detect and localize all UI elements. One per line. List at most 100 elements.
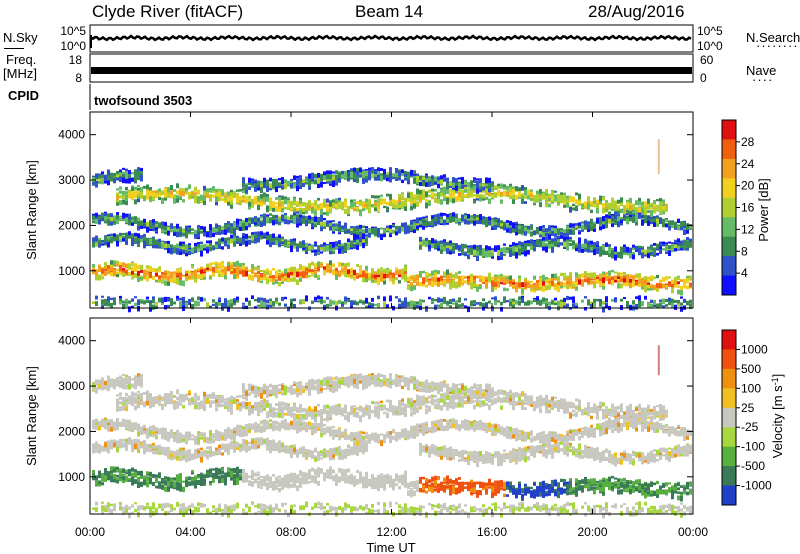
power-cell	[227, 191, 230, 196]
power-cell	[338, 227, 341, 233]
power-cell	[338, 200, 341, 203]
power-cell	[272, 274, 275, 279]
power-cell	[158, 188, 161, 192]
power-cell	[554, 225, 557, 230]
power-cell	[206, 193, 209, 198]
power-cell	[305, 216, 308, 220]
power-cell	[521, 295, 524, 300]
power-cell	[344, 230, 347, 233]
power-cell	[518, 275, 521, 279]
power-cell	[353, 167, 356, 173]
power-cell	[137, 217, 140, 221]
power-cell	[320, 212, 323, 218]
power-cell	[164, 188, 167, 194]
power-cell	[149, 302, 152, 309]
power-cell	[212, 232, 215, 238]
power-cell	[425, 305, 428, 312]
power-cell	[278, 184, 281, 189]
power-cell	[287, 203, 290, 210]
power-cell	[566, 240, 569, 245]
power-cell	[179, 303, 182, 309]
power-cell	[428, 239, 431, 245]
power-cell	[293, 266, 296, 270]
power-cell	[107, 241, 110, 248]
power-cell	[428, 177, 431, 180]
power-cell	[608, 271, 611, 276]
power-cell	[554, 297, 557, 301]
power-cell	[173, 275, 176, 282]
power-cell	[179, 272, 182, 277]
power-cell	[590, 221, 593, 225]
power-cell	[584, 275, 587, 279]
power-cell	[356, 208, 359, 212]
power-cell	[173, 232, 176, 235]
power-cell	[218, 297, 221, 304]
power-cell	[185, 300, 188, 303]
power-cell	[239, 218, 242, 223]
power-cell	[581, 228, 584, 232]
power-cell	[317, 261, 320, 266]
power-cell	[281, 241, 284, 245]
power-cell	[506, 247, 509, 251]
power-cell	[554, 228, 557, 233]
power-cell	[551, 273, 554, 280]
power-cell	[161, 274, 164, 277]
power-cell	[575, 199, 578, 202]
power-cell	[581, 243, 584, 248]
power-cell	[359, 174, 362, 178]
power-cell	[374, 207, 377, 212]
power-cell	[437, 298, 440, 301]
power-cell	[545, 193, 548, 198]
power-cell	[422, 194, 425, 199]
power-cell	[140, 194, 143, 199]
power-cell	[437, 221, 440, 225]
power-cell	[203, 185, 206, 191]
power-cell	[170, 223, 173, 227]
power-cell	[245, 266, 248, 269]
power-cell	[164, 270, 167, 273]
power-cell	[416, 225, 419, 230]
power-cell	[143, 299, 146, 303]
power-cell	[146, 265, 149, 269]
power-cell	[362, 206, 365, 212]
power-cell	[374, 201, 377, 206]
power-cell	[476, 188, 479, 194]
power-cell	[554, 237, 557, 241]
power-cell	[131, 273, 134, 280]
power-cell	[143, 195, 146, 200]
power-cell	[287, 200, 290, 204]
power-cell	[473, 217, 476, 222]
power-cell	[425, 274, 428, 281]
power-cell	[185, 277, 188, 282]
power-cell	[377, 168, 380, 171]
power-cell	[491, 306, 494, 312]
power-cell	[206, 231, 209, 236]
power-cell	[467, 213, 470, 219]
power-cell	[365, 198, 368, 202]
power-cell	[278, 238, 281, 243]
power-cell	[596, 248, 599, 254]
power-cell	[425, 218, 428, 221]
power-cell	[482, 183, 485, 187]
power-cell	[272, 241, 275, 245]
power-cell	[284, 206, 287, 210]
power-cell	[476, 178, 479, 181]
power-cell	[128, 175, 131, 181]
power-cell	[353, 275, 356, 281]
power-cell	[443, 271, 446, 277]
power-cell	[290, 178, 293, 182]
power-cell	[119, 170, 122, 174]
power-cell	[227, 197, 230, 202]
power-cell	[239, 238, 242, 242]
power-cell	[434, 242, 437, 249]
power-cell	[125, 236, 128, 241]
power-cell	[485, 303, 488, 308]
power-cell	[554, 273, 557, 279]
power-cell	[113, 176, 116, 179]
power-cell	[161, 297, 164, 304]
power-cell	[245, 305, 248, 310]
power-cell	[317, 274, 320, 278]
power-cell	[284, 219, 287, 225]
power-cell	[461, 244, 464, 250]
power-cell	[245, 238, 248, 242]
